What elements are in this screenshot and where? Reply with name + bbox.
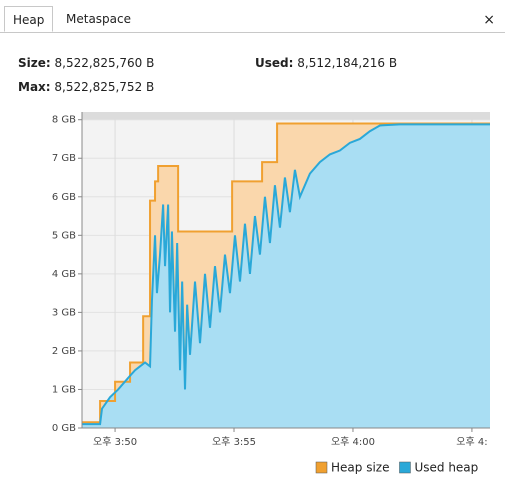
legend-item: Used heap (399, 461, 478, 475)
y-tick-label: 4 GB (52, 269, 76, 280)
legend-label: Heap size (331, 461, 389, 475)
legend-item: Heap size (315, 461, 389, 475)
x-tick-label: 오후 3:50 (93, 436, 137, 448)
y-tick-label: 0 GB (52, 423, 76, 434)
y-tick-label: 5 GB (52, 230, 76, 241)
y-tick-label: 7 GB (52, 153, 76, 164)
legend-swatch (315, 461, 328, 474)
stat-value: 8,522,825,752 B (54, 80, 155, 94)
x-tick-label: 오후 3:55 (212, 436, 256, 448)
top-band (82, 112, 490, 120)
stat: Max: 8,522,825,752 B (18, 80, 154, 94)
y-tick-label: 2 GB (52, 346, 76, 357)
y-tick-label: 8 GB (52, 115, 76, 126)
x-tick-label: 오후 4: (456, 436, 487, 448)
stat-value: 8,512,184,216 B (297, 56, 398, 70)
y-tick-label: 3 GB (52, 307, 76, 318)
stat-label: Size: (18, 56, 51, 70)
stat-label: Max: (18, 80, 51, 94)
tab[interactable]: Metaspace (66, 12, 131, 26)
stat-value: 8,522,825,760 B (54, 56, 155, 70)
close-button[interactable]: × (483, 12, 495, 28)
stat: Size: 8,522,825,760 B (18, 56, 154, 70)
legend-swatch (399, 461, 411, 474)
y-tick-label: 6 GB (52, 192, 76, 203)
stat: Used: 8,512,184,216 B (255, 56, 397, 70)
y-tick-label: 1 GB (52, 384, 76, 395)
stat-label: Used: (255, 56, 294, 70)
legend-label: Used heap (414, 461, 478, 475)
series-line (82, 122, 490, 424)
tab-bar: Heap Metaspace × (0, 0, 505, 33)
series-line (82, 123, 490, 426)
x-tick-label: 오후 4:00 (331, 436, 375, 448)
tab[interactable]: Heap (4, 6, 54, 32)
